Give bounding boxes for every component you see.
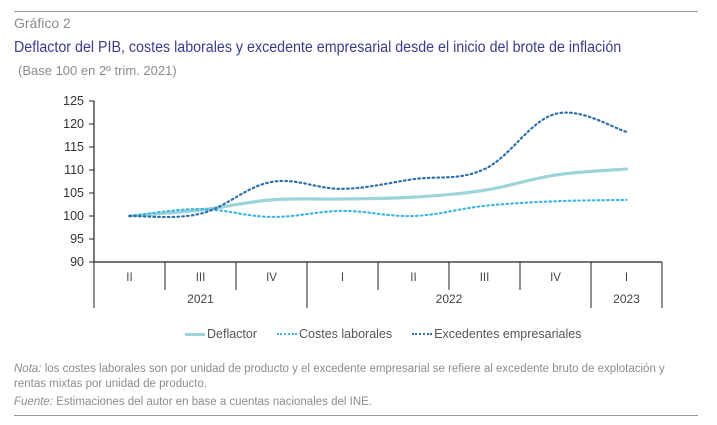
year-label: 2021 [187,292,214,306]
bottom-rule [14,415,698,416]
x-tick-label: III [480,272,490,284]
source-label: Fuente: [14,396,53,408]
legend-label-excedentes: Excedentes empresariales [434,327,582,341]
x-tick-label: II [126,272,132,284]
series-line-excedentes-empresariales [128,111,628,219]
chart-title: Deflactor del PIB, costes laborales y ex… [14,39,622,56]
y-tick-label: 115 [64,140,84,154]
legend-label-deflactor: Deflactor [207,327,258,341]
footnotes: Nota: los costes laborales son por unida… [14,362,698,413]
series-line-costes-laborales [128,198,628,219]
legend-item-excedentes: Excedentes empresariales [412,327,581,341]
note-label: Nota: [14,363,42,375]
x-tick-label: II [410,272,416,284]
chart-number: Gráfico 2 [14,15,71,31]
legend-swatch-costes [277,333,298,335]
y-tick-label: 125 [63,94,84,108]
y-tick-label: 110 [64,163,84,177]
x-tick-label: IV [550,272,561,284]
series-lines [127,111,629,219]
x-tick-label: III [196,272,206,284]
axes [89,100,663,308]
year-label: 2022 [436,292,463,306]
year-label: 2023 [613,292,640,306]
source-text: Estimaciones del autor en base a cuentas… [53,396,372,408]
note: Nota: los costes laborales son por unida… [14,362,698,392]
legend-swatch-deflactor [185,332,205,336]
chart-subtitle: (Base 100 en 2º trim. 2021) [18,63,177,78]
series-line-deflactor [127,167,629,218]
x-tick-label: I [341,272,344,284]
y-tick-label: 95 [70,232,84,246]
source: Fuente: Estimaciones del autor en base a… [14,395,698,410]
note-text: los costes laborales son por unidad de p… [14,363,665,390]
y-tick-label: 100 [63,209,84,223]
legend-swatch-excedentes [412,333,433,335]
top-rule [14,11,698,12]
y-tick-labels: 90 95 100 105 110 115 120 125 [63,94,84,269]
legend-item-deflactor: Deflactor [185,327,257,341]
y-tick-label: 90 [70,255,84,269]
y-tick-label: 120 [63,117,84,131]
legend-label-costes: Costes laborales [299,327,393,341]
legend-item-costes: Costes laborales [277,327,392,341]
x-tick-label: IV [266,272,277,284]
y-tick-label: 105 [63,186,84,200]
x-tick-label: I [625,272,628,284]
legend: Deflactor Costes laborales Excedentes em… [185,327,581,341]
